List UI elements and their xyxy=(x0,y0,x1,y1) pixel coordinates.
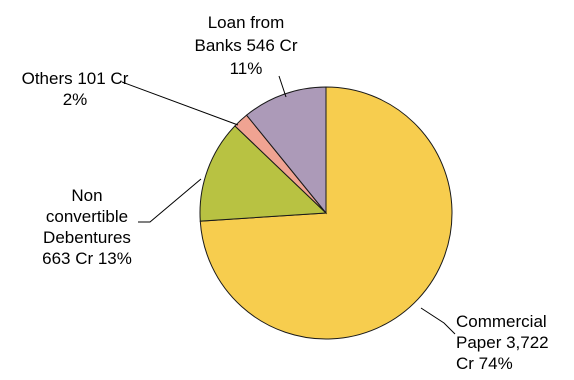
slice-label-line: Non xyxy=(71,186,102,205)
pie-slice xyxy=(199,125,328,222)
leader-line xyxy=(278,75,287,98)
pie-slice xyxy=(245,86,327,215)
slice-label-line: Commercial xyxy=(456,312,547,331)
slice-labels: Commercial Paper 3,722 Cr 74% Non convertibl… xyxy=(22,13,549,373)
slice-label-line: convertible xyxy=(46,207,128,226)
slice-label-line: 2% xyxy=(63,90,88,109)
leader-line xyxy=(420,307,456,335)
slice-label: Commercial Paper 3,722 Cr 74% xyxy=(456,312,549,373)
slice-label-line: Paper 3,722 xyxy=(456,333,549,352)
leader-line xyxy=(138,178,202,223)
slice-label-line: Banks 546 Cr xyxy=(195,36,298,55)
pie-slices xyxy=(199,86,453,340)
slice-label: Non convertible Debentures 663 Cr 13% xyxy=(42,186,132,268)
slice-label-line: Loan from xyxy=(208,13,285,32)
slice-label-line: 663 Cr 13% xyxy=(42,249,132,268)
leader-lines xyxy=(121,75,456,335)
slice-label-line: Others 101 Cr xyxy=(22,69,129,88)
leader-line xyxy=(121,81,239,126)
slice-label-line: 11% xyxy=(230,59,263,78)
slice-label: Loan from Banks 546 Cr 11% xyxy=(195,13,298,78)
slice-label-line: Cr 74% xyxy=(456,354,513,373)
slice-label: Others 101 Cr 2% xyxy=(22,69,129,109)
slice-label-line: Debentures xyxy=(43,228,131,247)
